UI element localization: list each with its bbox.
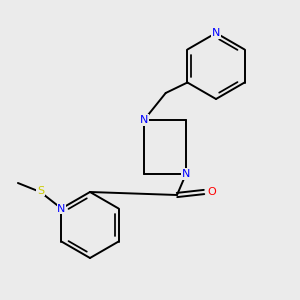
Text: S: S — [37, 185, 44, 196]
Text: N: N — [57, 203, 66, 214]
Text: N: N — [182, 169, 190, 179]
Text: O: O — [207, 187, 216, 197]
Text: N: N — [212, 28, 220, 38]
Text: N: N — [140, 115, 148, 125]
